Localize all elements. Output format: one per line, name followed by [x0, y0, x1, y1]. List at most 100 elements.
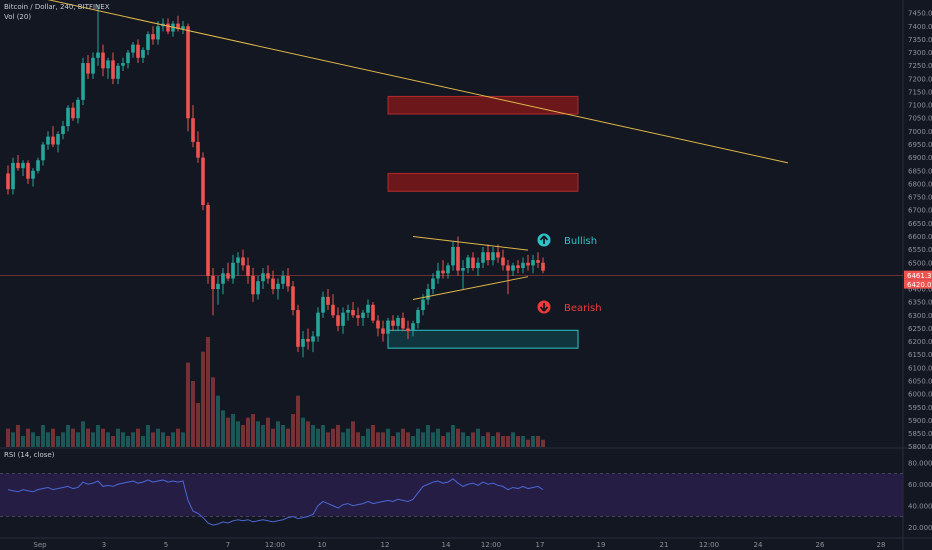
- candle-body: [501, 257, 505, 266]
- volume-bar: [126, 436, 130, 447]
- volume-bar: [156, 428, 160, 447]
- rsi-line: [7, 478, 544, 526]
- volume-bar: [526, 439, 530, 447]
- trendline: [412, 235, 529, 251]
- candle-body: [486, 252, 490, 261]
- volume-bar: [66, 425, 70, 447]
- candle-body: [56, 134, 60, 145]
- candle-body: [391, 320, 395, 326]
- resistance-zone: [387, 95, 579, 115]
- price-tick-label: 6500.0: [908, 259, 932, 267]
- volume-bar: [491, 436, 495, 447]
- rsi-pane: [0, 473, 903, 526]
- price-tick-label: 6800.0: [908, 180, 932, 188]
- candle-body: [421, 299, 425, 311]
- price-tick-label: 7200.0: [908, 75, 932, 83]
- volume-bar: [336, 425, 340, 447]
- candle-body: [236, 257, 240, 263]
- candle-body: [506, 265, 510, 271]
- candle-body: [51, 136, 55, 145]
- volume-bar: [56, 436, 60, 447]
- volume-bar: [256, 421, 260, 447]
- candle-body: [516, 265, 520, 269]
- volume-bar: [151, 432, 155, 447]
- volume-bar: [236, 421, 240, 447]
- volume-bar: [531, 436, 535, 447]
- volume-bar: [376, 432, 380, 447]
- candle-body: [416, 310, 420, 324]
- candle-body: [401, 317, 405, 329]
- candle-body: [291, 286, 295, 311]
- candle-body: [346, 310, 350, 313]
- last-price-tag: [904, 279, 932, 289]
- candle-body: [511, 265, 515, 271]
- candle-body: [466, 257, 470, 269]
- bullish-label: Bullish: [564, 236, 597, 247]
- volume-bar: [321, 425, 325, 447]
- volume-bar: [501, 436, 505, 447]
- volume-bar: [61, 432, 65, 447]
- volume-bar: [396, 432, 400, 447]
- candle-body: [386, 320, 390, 334]
- volume-bar: [106, 432, 110, 447]
- candle-body: [256, 281, 260, 295]
- candle-body: [331, 304, 335, 316]
- candle-body: [491, 252, 495, 261]
- candle-body: [176, 23, 180, 29]
- trendlines: [47, 0, 789, 301]
- candle-body: [376, 320, 380, 329]
- candle-body: [306, 338, 310, 342]
- volume-bar: [181, 432, 185, 447]
- volume-bar: [361, 436, 365, 447]
- volume-bar: [101, 428, 105, 447]
- time-tick-label: 12:00: [699, 541, 719, 549]
- price-tick-label: 6900.0: [908, 154, 932, 162]
- volume-bar: [401, 428, 405, 447]
- volume-bar: [311, 425, 315, 447]
- volume-bar: [286, 428, 290, 447]
- candle-body: [11, 162, 15, 190]
- volume-bar: [371, 425, 375, 447]
- symbol-title: Bitcoin / Dollar, 240, BITFINEX: [4, 3, 110, 11]
- price-tick-label: 6750.0: [908, 194, 932, 202]
- volume-bar: [16, 425, 20, 447]
- time-tick-label: 5: [164, 541, 168, 549]
- price-tick-label: 6150.0: [908, 351, 932, 359]
- candle-body: [296, 310, 300, 347]
- candle-body: [241, 257, 245, 266]
- last-price-tag: [904, 270, 932, 280]
- last-price-value: 6461.3: [907, 272, 932, 280]
- price-tick-label: 6200.0: [908, 338, 932, 346]
- volume-bar: [111, 436, 115, 447]
- candle-body: [411, 323, 415, 332]
- candle-body: [531, 260, 535, 266]
- candle-body: [246, 265, 250, 276]
- candle-body: [16, 162, 20, 169]
- time-tick-label: 28: [877, 541, 886, 549]
- volume-bar: [71, 428, 75, 447]
- price-tick-label: 6400.0: [908, 286, 932, 294]
- volume-bar: [411, 436, 415, 447]
- volume-bar: [36, 436, 40, 447]
- volume-bar: [96, 425, 100, 447]
- volume-bar: [191, 381, 195, 447]
- volume-bar: [186, 362, 190, 447]
- candle-body: [316, 312, 320, 337]
- candle-body: [461, 268, 465, 271]
- candle-body: [471, 257, 475, 269]
- candle-body: [86, 63, 90, 74]
- price-tick-label: 7000.0: [908, 128, 932, 136]
- volume-bar: [296, 395, 300, 447]
- price-tick-label: 6300.0: [908, 312, 932, 320]
- volume-bar: [271, 428, 275, 447]
- volume-bar: [41, 425, 45, 447]
- support-zone: [387, 329, 579, 349]
- rsi-tick-label: 20.0000: [908, 524, 932, 532]
- candle-body: [6, 173, 10, 190]
- volume-bar: [441, 436, 445, 447]
- candle-body: [441, 270, 445, 274]
- time-tick-label: 24: [754, 541, 763, 549]
- volume-bar: [231, 414, 235, 447]
- volume-bar: [11, 432, 15, 447]
